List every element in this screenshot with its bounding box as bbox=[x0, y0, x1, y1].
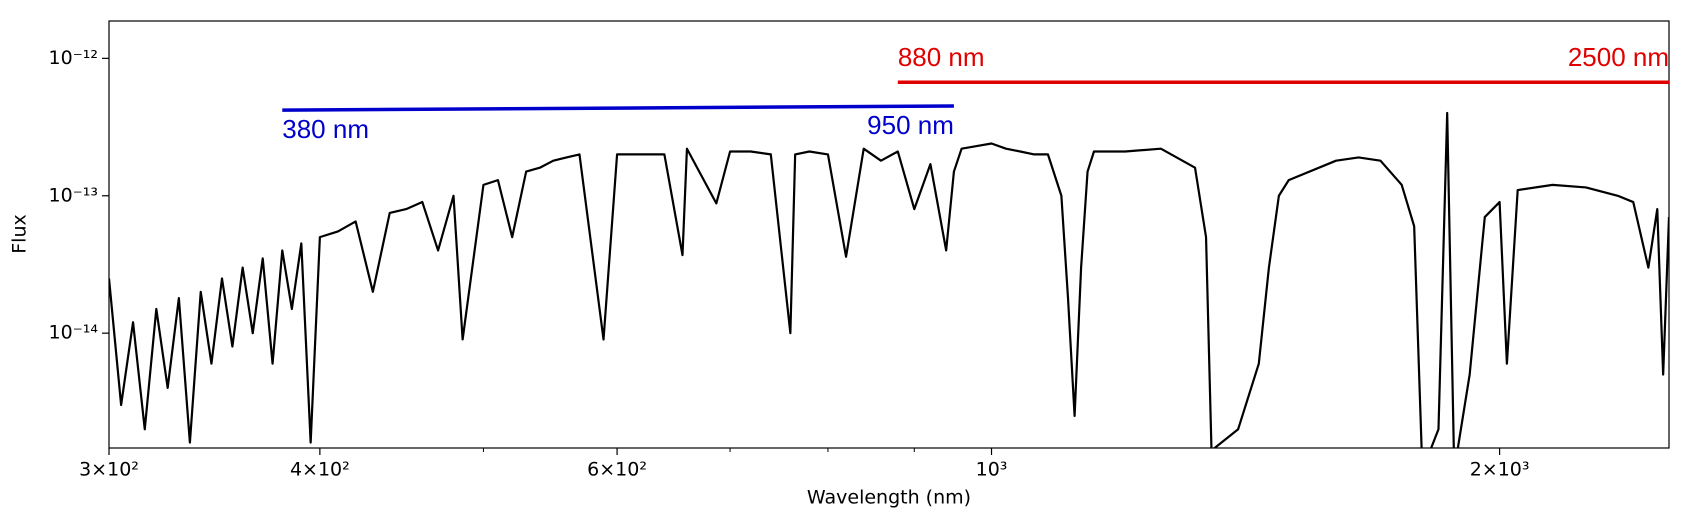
x-tick-label: 2×10³ bbox=[1470, 459, 1530, 481]
range-line bbox=[282, 104, 954, 112]
x-axis-label: Wavelength (nm) bbox=[807, 487, 971, 509]
spectrum-line bbox=[109, 111, 1669, 448]
range-start-label: 380 nm bbox=[282, 114, 369, 144]
y-tick-label: 10⁻¹³ bbox=[49, 184, 98, 206]
y-tick-label: 10⁻¹⁴ bbox=[49, 322, 99, 344]
range-end-label: 2500 nm bbox=[1568, 42, 1669, 72]
range-end-label: 950 nm bbox=[867, 110, 954, 140]
axes-frame bbox=[108, 20, 1670, 449]
x-tick-label: 10³ bbox=[976, 459, 1008, 481]
x-tick-label: 3×10² bbox=[79, 459, 139, 481]
x-tick-label: 4×10² bbox=[290, 459, 350, 481]
y-axis-label: Flux bbox=[9, 214, 31, 254]
x-tick-label: 6×10² bbox=[587, 459, 647, 481]
plot-area bbox=[109, 111, 1669, 448]
y-tick-label: 10⁻¹² bbox=[49, 47, 98, 69]
range-start-label: 880 nm bbox=[898, 42, 985, 72]
